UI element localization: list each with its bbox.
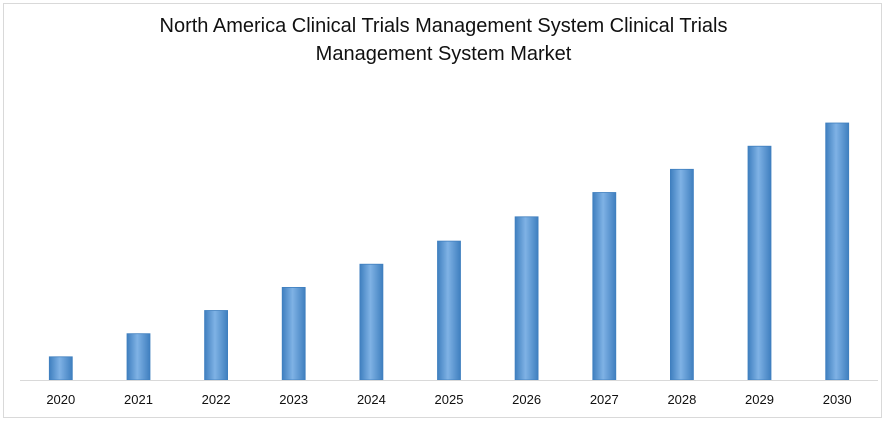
bar-2026 [514, 216, 539, 381]
x-tick-label-2028: 2028 [667, 392, 696, 407]
x-tick-label-2025: 2025 [435, 392, 464, 407]
x-tick-label-2024: 2024 [357, 392, 386, 407]
bar-2023 [281, 286, 306, 381]
x-tick-label-2021: 2021 [124, 392, 153, 407]
chart-title: North America Clinical Trials Management… [0, 12, 887, 68]
bar-2028 [670, 168, 694, 381]
bar-2020 [48, 356, 73, 381]
bar-2027 [592, 192, 617, 381]
bar-2021 [126, 333, 151, 381]
x-tick-label-2026: 2026 [512, 392, 541, 407]
bar-2022 [204, 310, 229, 381]
bar-series [48, 122, 850, 381]
x-tick-label-2027: 2027 [590, 392, 619, 407]
x-tick-label-2030: 2030 [823, 392, 852, 407]
chart-title-line-2: Management System Market [315, 43, 572, 65]
bar-2024 [359, 263, 384, 381]
x-tick-label-2023: 2023 [279, 392, 308, 407]
bar-2025 [437, 240, 461, 381]
x-axis-tick-labels: 2020 2021 2022 2023 2024 2025 2026 2027 2028 2029… [46, 392, 851, 407]
bar-2029 [747, 145, 772, 381]
chart-title-line-1: North America Clinical Trials Management… [159, 15, 728, 37]
x-tick-label-2022: 2022 [202, 392, 231, 407]
bar-2030 [825, 122, 850, 381]
x-tick-label-2029: 2029 [745, 392, 774, 407]
x-tick-label-2020: 2020 [46, 392, 75, 407]
